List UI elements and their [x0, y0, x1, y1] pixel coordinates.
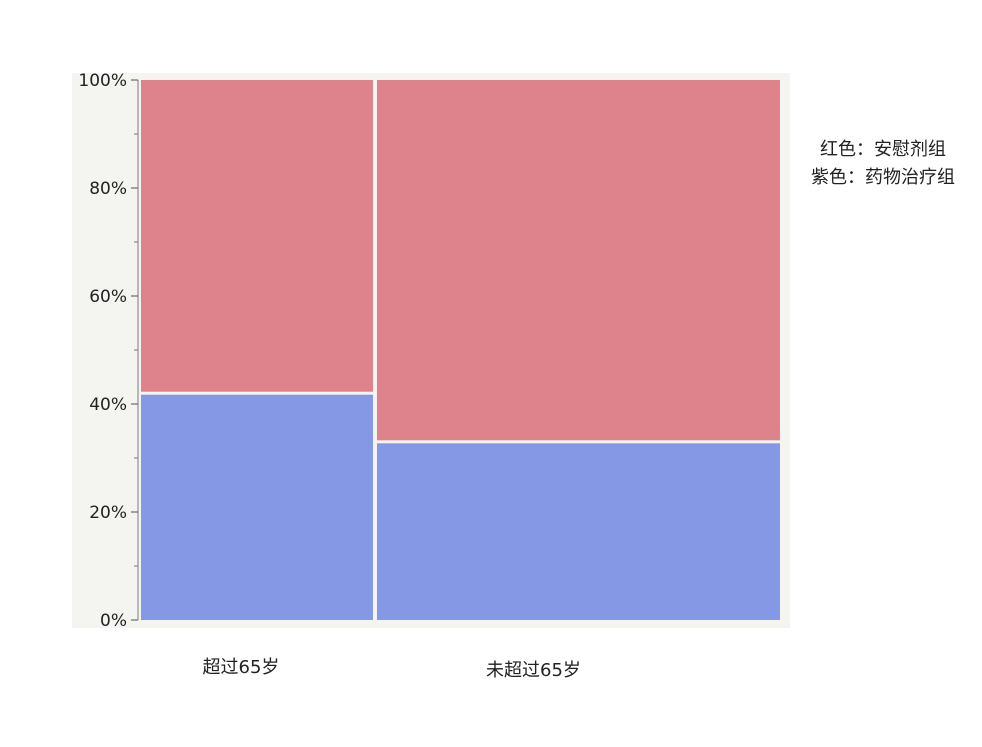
bar-segment-1-2	[141, 80, 373, 392]
y-tick-label: 20%	[89, 503, 127, 523]
y-tick-label: 80%	[89, 179, 127, 199]
bar-segment-1-1	[141, 394, 373, 620]
x-category-label: 未超过65岁	[486, 660, 581, 681]
bars	[141, 80, 780, 620]
y-tick-label: 0%	[100, 611, 127, 631]
y-tick-label: 100%	[78, 71, 127, 91]
bar-segment-2-1	[376, 443, 780, 620]
x-axis-labels: 超过65岁 未超过65岁	[203, 657, 581, 681]
bar-segment-2-2	[376, 80, 780, 441]
legend-line: 红色：安慰剂组	[820, 139, 946, 160]
x-category-label: 超过65岁	[203, 657, 280, 678]
y-axis: 0% 20% 40% 60% 80% 100%	[78, 71, 139, 631]
legend-line: 紫色：药物治疗组	[811, 167, 955, 188]
y-tick-label: 60%	[89, 287, 127, 307]
y-tick-label: 40%	[89, 395, 127, 415]
